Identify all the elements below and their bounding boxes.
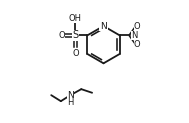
Text: N: N: [100, 22, 107, 31]
Text: O: O: [134, 40, 140, 49]
Text: O: O: [134, 22, 140, 31]
Text: N: N: [131, 31, 137, 40]
Text: N: N: [67, 91, 74, 100]
Text: S: S: [72, 30, 78, 40]
Text: O: O: [59, 31, 65, 40]
Text: O: O: [72, 49, 79, 58]
Text: H: H: [67, 98, 74, 107]
Text: OH: OH: [69, 14, 82, 23]
